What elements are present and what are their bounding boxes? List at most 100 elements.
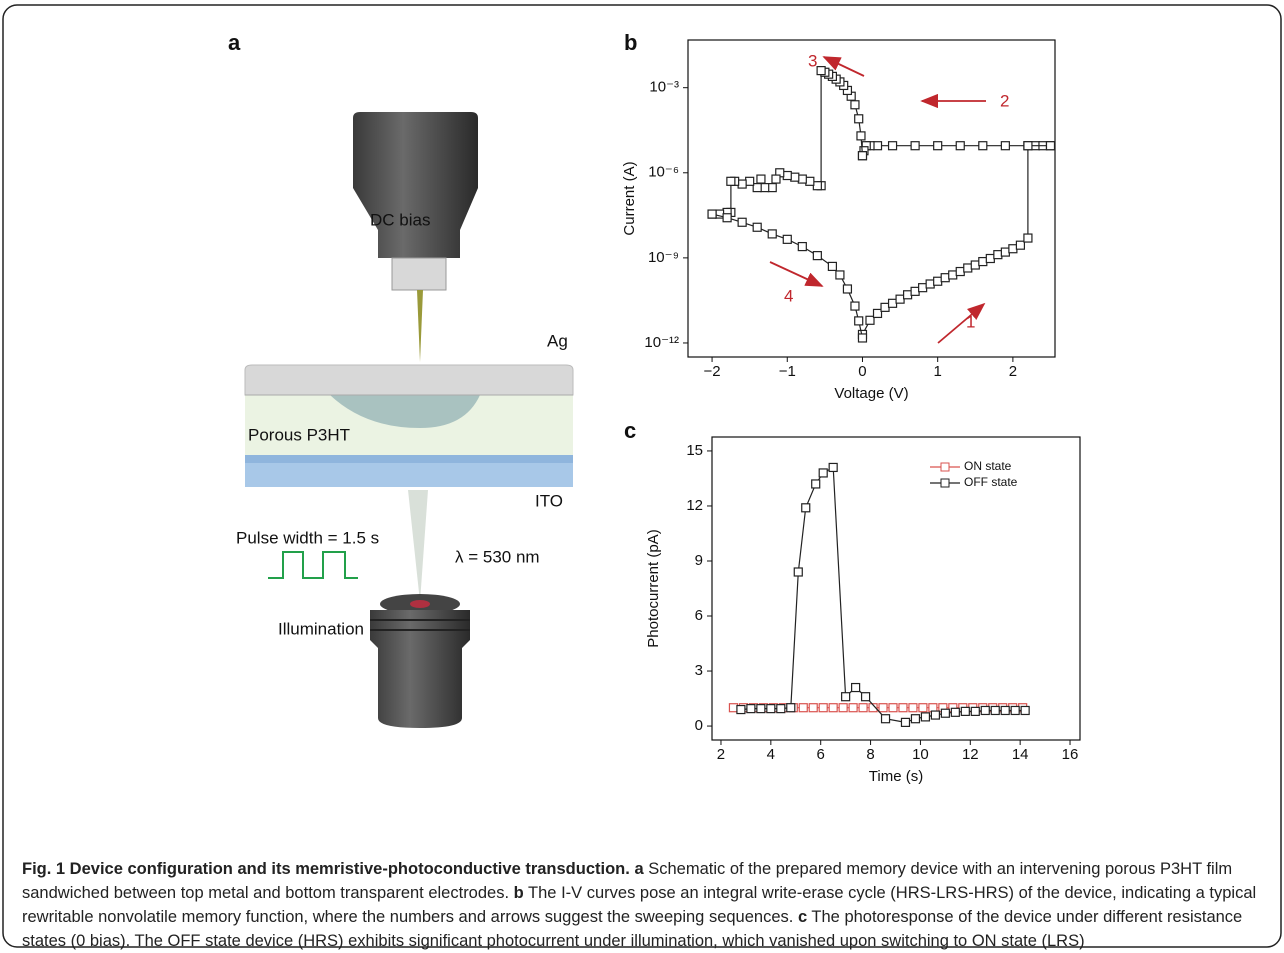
series-line xyxy=(740,466,1026,724)
legend-marker xyxy=(940,478,950,488)
x-tick-label: 2 xyxy=(717,746,725,763)
x-tick-label: −2 xyxy=(704,363,721,380)
data-point xyxy=(745,176,755,186)
data-point xyxy=(933,276,943,286)
data-point xyxy=(760,183,770,193)
data-point xyxy=(902,290,913,300)
data-point xyxy=(970,260,980,270)
data-point xyxy=(828,462,838,473)
data-point xyxy=(880,714,891,724)
label: Pulse width = 1.5 s xyxy=(236,528,379,547)
data-point xyxy=(850,100,860,110)
data-point xyxy=(920,712,931,722)
data-point xyxy=(752,183,762,193)
schematic xyxy=(244,112,574,728)
data-point xyxy=(887,298,898,308)
caption-text: The I-V curves pose an integral write-er… xyxy=(22,884,1257,926)
series-line xyxy=(712,69,864,215)
legend-label: OFF state xyxy=(964,475,1018,489)
y-axis-label: Current (A) xyxy=(621,161,638,235)
caption-label: b xyxy=(513,884,524,902)
data-point xyxy=(793,567,803,577)
data-point xyxy=(857,151,868,161)
data-point xyxy=(736,704,746,715)
annotation: 4 xyxy=(784,286,793,305)
y-tick-label: 0 xyxy=(695,717,703,734)
data-point xyxy=(786,703,796,713)
data-point xyxy=(707,209,717,219)
caption-title: Fig. 1 Device configuration and its memr… xyxy=(22,860,630,878)
y-tick-label: 3 xyxy=(695,662,703,679)
plot-frame xyxy=(711,436,1081,741)
legend-marker xyxy=(940,462,950,472)
data-point xyxy=(756,704,766,714)
data-point xyxy=(827,261,837,272)
data-point xyxy=(1023,141,1033,151)
x-tick-label: 14 xyxy=(1012,746,1029,763)
data-point xyxy=(933,141,943,151)
caption-text: The photoresponse of the device under di… xyxy=(22,908,1243,950)
data-point xyxy=(868,703,878,713)
data-point xyxy=(1023,233,1033,243)
data-point xyxy=(940,708,950,718)
y-tick-label: 10⁻⁶ xyxy=(648,164,679,181)
data-point xyxy=(782,234,792,244)
data-point xyxy=(790,172,800,182)
data-point xyxy=(808,703,818,713)
y-tick-label: 6 xyxy=(695,607,703,624)
data-point xyxy=(993,250,1003,260)
data-point xyxy=(950,707,960,717)
data-point xyxy=(910,286,920,296)
y-tick-label: 9 xyxy=(695,552,703,569)
data-point xyxy=(857,333,868,343)
data-point xyxy=(801,503,811,513)
data-point xyxy=(838,703,848,713)
data-point xyxy=(1020,705,1030,716)
data-point xyxy=(797,174,807,184)
x-tick-label: 1 xyxy=(934,363,942,380)
legend-label: ON state xyxy=(964,459,1012,473)
y-tick-label: 15 xyxy=(686,442,703,459)
data-point xyxy=(955,266,965,277)
data-point xyxy=(900,717,911,727)
data-point xyxy=(1010,705,1020,716)
y-axis-label: Photocurrent (pA) xyxy=(645,529,662,647)
data-point xyxy=(856,131,866,141)
data-point xyxy=(918,283,928,293)
data-point xyxy=(1000,247,1010,257)
frame xyxy=(2,4,1282,948)
data-point xyxy=(782,170,792,181)
data-point xyxy=(850,301,860,311)
data-point xyxy=(898,703,908,713)
data-point xyxy=(854,114,864,124)
data-point xyxy=(776,704,786,714)
data-point xyxy=(737,217,747,227)
label: DC bias xyxy=(370,210,430,229)
data-point xyxy=(1015,240,1026,250)
x-axis-label: Voltage (V) xyxy=(834,385,908,402)
data-point xyxy=(1000,705,1010,716)
data-point xyxy=(854,316,864,326)
data-point xyxy=(767,183,777,193)
arrows xyxy=(769,56,986,344)
y-tick-label: 10⁻¹² xyxy=(644,334,679,351)
y-tick-label: 10⁻³ xyxy=(649,79,679,96)
panel-label: b xyxy=(624,30,637,55)
data-point xyxy=(878,703,888,713)
label: λ = 530 nm xyxy=(455,547,540,566)
data-point xyxy=(805,176,815,186)
plot-frame xyxy=(687,39,1056,358)
data-point xyxy=(930,710,940,720)
x-tick-label: 6 xyxy=(817,746,825,763)
x-tick-label: 0 xyxy=(858,363,866,380)
x-tick-label: 4 xyxy=(767,746,775,763)
data-point xyxy=(767,229,777,239)
annotation: 1 xyxy=(966,312,975,331)
data-point xyxy=(818,703,828,713)
data-point xyxy=(955,141,965,151)
x-axis-label: Time (s) xyxy=(869,768,923,785)
data-point xyxy=(860,692,871,702)
x-tick-label: 8 xyxy=(866,746,874,763)
data-point xyxy=(851,682,861,693)
